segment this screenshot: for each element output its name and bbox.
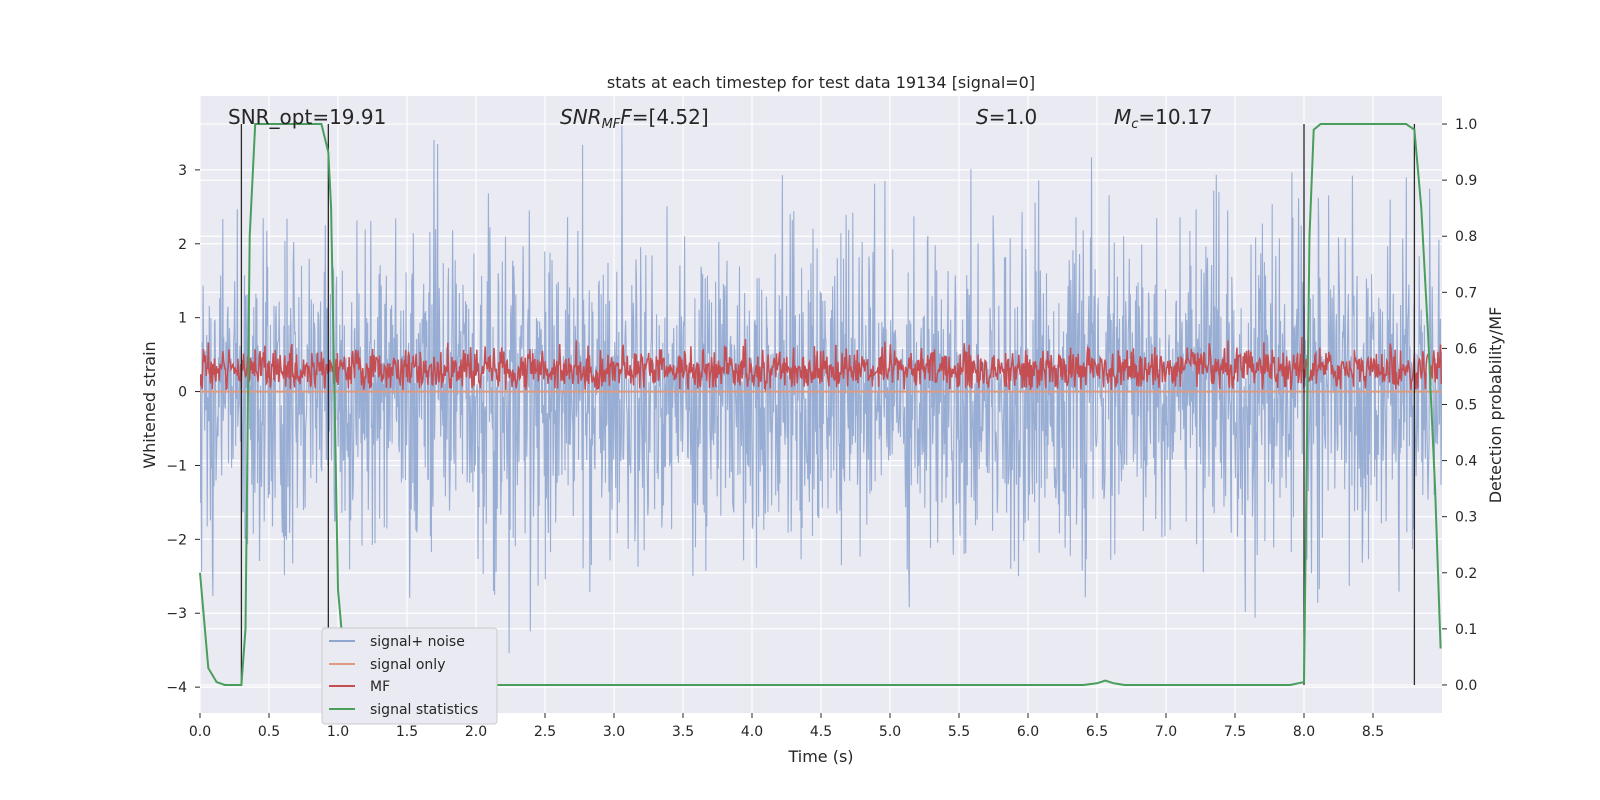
x-tick-label-9: 4.5 xyxy=(810,724,832,740)
y-right-tick-label-5: 0.5 xyxy=(1455,398,1477,414)
y-right-tick-label-1: 0.9 xyxy=(1455,173,1477,189)
y-left-tick-label-5: −2 xyxy=(166,532,187,548)
snr-mf-rest: =[4.52] xyxy=(632,105,709,129)
y-right-tick-label-8: 0.2 xyxy=(1455,566,1477,582)
legend-label-mf: MF xyxy=(370,679,390,695)
x-tick-label-3: 1.5 xyxy=(396,724,418,740)
s-annotation: S=1.0 xyxy=(976,105,1037,129)
x-tick-label-1: 0.5 xyxy=(258,724,280,740)
y-left-tick-label-1: 2 xyxy=(178,237,187,253)
snr-mf-annotation: SNRMFF=[4.52] xyxy=(560,105,709,132)
x-tick-label-14: 7.0 xyxy=(1155,724,1177,740)
y-right-tick-label-2: 0.8 xyxy=(1455,229,1477,245)
legend-label-signal-only: signal only xyxy=(370,657,445,673)
mc-annotation: Mc=10.17 xyxy=(1114,105,1212,132)
x-tick-label-8: 4.0 xyxy=(741,724,763,740)
y-right-tick-label-6: 0.4 xyxy=(1455,454,1477,470)
signal-statistics-line xyxy=(199,123,1442,686)
y-right-tick-label-7: 0.3 xyxy=(1455,510,1477,526)
vertical-markers xyxy=(240,124,1416,685)
y-left-tick-label-7: −4 xyxy=(166,680,187,696)
y-axis-right: 1.0 0.9 0.8 0.7 0.6 0.5 0.4 0.3 0.2 0.1 0.0 xyxy=(1442,117,1477,694)
x-tick-label-17: 8.5 xyxy=(1362,724,1384,740)
s-rest: =1.0 xyxy=(989,105,1038,129)
y-right-tick-label-10: 0.0 xyxy=(1455,678,1477,694)
y-axis-right-label: Detection probability/MF xyxy=(1486,307,1505,504)
x-tick-label-7: 3.5 xyxy=(672,724,694,740)
series-mf xyxy=(200,336,1442,392)
s-base: S xyxy=(976,105,989,129)
y-axis-left: 3 2 1 0 −1 −2 −3 −4 xyxy=(166,163,200,696)
mf-line xyxy=(200,336,1442,392)
x-tick-label-10: 5.0 xyxy=(879,724,901,740)
y-left-tick-label-0: 3 xyxy=(178,163,187,179)
snr-mf-f: F xyxy=(620,105,632,129)
y-left-tick-label-2: 1 xyxy=(178,311,187,327)
x-tick-label-11: 5.5 xyxy=(948,724,970,740)
legend-label-statistics: signal statistics xyxy=(370,702,478,718)
series-signal-noise xyxy=(200,125,1442,654)
x-tick-label-15: 7.5 xyxy=(1224,724,1246,740)
x-axis-label: Time (s) xyxy=(787,747,853,766)
x-tick-label-6: 3.0 xyxy=(603,724,625,740)
legend: signal+ noise signal only MF signal stat… xyxy=(321,627,498,725)
y-right-tick-label-4: 0.6 xyxy=(1455,341,1477,357)
mc-rest: =10.17 xyxy=(1138,105,1212,129)
x-tick-label-5: 2.5 xyxy=(534,724,556,740)
y-right-tick-label-3: 0.7 xyxy=(1455,285,1477,301)
y-axis-left-label: Whitened strain xyxy=(140,341,159,468)
series-signal-statistics xyxy=(199,123,1442,686)
x-tick-label-0: 0.0 xyxy=(189,724,211,740)
y-left-tick-label-4: −1 xyxy=(166,458,187,474)
y-right-tick-label-9: 0.1 xyxy=(1455,622,1477,638)
x-tick-label-12: 6.0 xyxy=(1017,724,1039,740)
x-axis: 0.0 0.5 1.0 1.5 2.0 2.5 3.0 3.5 4.0 4.5 5.0 5.5 6.0 6… xyxy=(189,713,1384,740)
y-left-tick-label-3: 0 xyxy=(178,385,187,401)
y-right-tick-label-0: 1.0 xyxy=(1455,117,1477,133)
snr-opt-annotation: SNR_opt=19.91 xyxy=(228,105,386,129)
legend-box xyxy=(321,627,498,725)
snr-mf-base: SNR xyxy=(560,105,602,129)
y-left-tick-label-6: −3 xyxy=(166,606,187,622)
x-tick-label-4: 2.0 xyxy=(465,724,487,740)
signal-noise-line xyxy=(200,125,1442,654)
mc-sub: c xyxy=(1131,117,1138,132)
x-tick-label-16: 8.0 xyxy=(1293,724,1315,740)
snr-mf-sub: MF xyxy=(602,117,621,132)
x-tick-label-2: 1.0 xyxy=(327,724,349,740)
x-tick-label-13: 6.5 xyxy=(1086,724,1108,740)
chart-title: stats at each timestep for test data 191… xyxy=(607,73,1035,92)
legend-label-noise: signal+ noise xyxy=(370,634,465,650)
mc-base: M xyxy=(1114,105,1131,129)
